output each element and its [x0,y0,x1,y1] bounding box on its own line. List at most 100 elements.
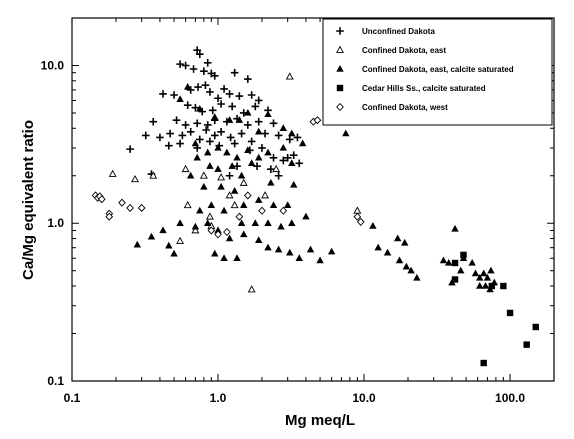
data-point [283,153,292,162]
data-point [225,171,234,180]
data-point [237,171,246,179]
plot-frame [71,17,555,382]
data-point [274,245,283,253]
data-point [225,116,234,123]
data-point [195,135,204,144]
data-point [247,285,256,293]
data-point [186,86,195,94]
data-point [149,171,158,179]
data-point [274,171,283,180]
data-point [480,359,487,367]
data-point [199,171,208,179]
data-point [211,113,219,120]
data-point [214,143,222,151]
data-point [233,153,241,161]
data-point [181,121,190,129]
data-point [460,251,467,259]
data-point [217,173,226,181]
data-point [220,254,228,261]
data-point [217,100,225,108]
data-point [206,88,214,96]
data-point [395,256,404,264]
data-point [159,90,167,98]
data-point [172,116,181,124]
data-point [247,91,256,99]
data-point [407,266,415,274]
data-point [369,222,377,229]
data-point [183,200,192,209]
data-point [204,219,212,226]
data-point [217,127,225,136]
data-point [176,95,184,103]
data-point [471,269,480,277]
data-point [228,102,236,111]
data-point [156,133,164,142]
axis-tick-labels: 0.1 1.0 10.0 100.0 0.1 1.0 10.0 [41,58,526,405]
data-point [289,151,298,159]
data-point [176,139,184,148]
data-point [141,131,150,140]
data-point [244,191,252,200]
data-point [237,129,246,138]
data-point [279,143,288,151]
data-point [439,256,448,264]
legend-marker [336,27,344,35]
y-tick-label: 10.0 [41,58,65,72]
data-point [254,117,263,126]
legend: Unconfined Dakota Confined Dakota, east Co… [322,18,553,126]
data-point [176,236,185,245]
data-point [176,60,184,68]
data-point [193,119,201,128]
data-point [97,195,106,204]
data-point [225,234,234,242]
data-point [217,182,225,190]
data-point [488,282,496,290]
legend-marker [336,64,344,72]
data-point [306,245,315,253]
data-point [264,219,272,226]
data-point [251,102,260,111]
data-point [207,201,216,208]
data-point [191,226,200,234]
data-point [290,180,298,188]
data-point [202,126,210,134]
data-point [253,162,261,170]
data-point [402,262,411,270]
data-point [523,341,530,348]
data-point [353,206,362,214]
data-point [235,92,244,100]
x-tick-label: 100.0 [495,391,525,405]
data-point [483,273,492,281]
data-point [261,129,269,138]
data-point [239,178,248,186]
data-point [214,230,222,239]
data-point [264,243,272,251]
data-point [118,198,126,207]
data-point [264,110,272,118]
data-point [286,248,294,256]
data-point [237,219,246,226]
data-point [181,164,190,173]
x-tick-label: 10.0 [352,391,376,405]
x-axis-title: Mg meq/L [285,412,355,429]
data-point [191,222,200,230]
data-point [285,135,294,144]
y-tick-label: 0.1 [47,374,64,388]
y-tick-label: 1.0 [47,216,64,230]
data-point [230,68,239,77]
legend-label: Unconfined Dakota [362,27,435,36]
data-point [468,258,476,266]
legend-marker [336,84,344,92]
data-point [200,67,208,76]
data-point [288,219,296,226]
data-point [205,212,214,220]
data-point [220,85,228,93]
data-point [269,201,278,208]
data-point [261,191,270,199]
data-point [244,75,252,83]
data-point [226,133,235,142]
data-point [353,212,362,221]
data-point [183,101,192,110]
data-point [223,148,231,156]
data-point [244,146,252,153]
